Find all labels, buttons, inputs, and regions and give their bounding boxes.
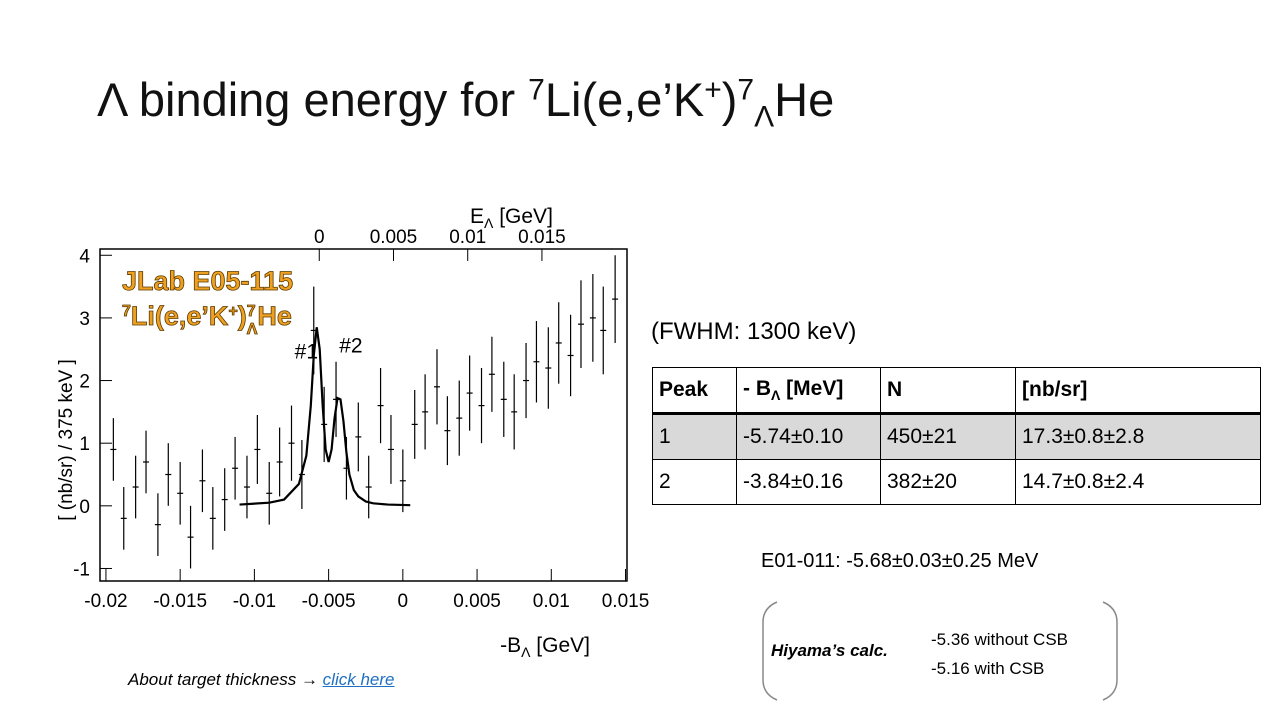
- overlay-sub: Λ: [247, 321, 258, 338]
- header-sub: Λ: [771, 387, 781, 404]
- title-text: ): [721, 73, 738, 126]
- y-tick-label: 1: [79, 434, 90, 455]
- x2-axis-label: EΛ [GeV]: [470, 205, 553, 231]
- overlay-line: JLab E05-115: [122, 266, 293, 296]
- label-sub: Λ: [521, 644, 531, 660]
- table-cell: 450±21: [880, 413, 1016, 460]
- fit-curve: [239, 327, 411, 507]
- overlay: JLab E05-115 7Li(e,e’K+)7 ΛHe: [122, 266, 294, 339]
- y-tick-label: 4: [79, 246, 90, 267]
- x-tick-label: 0.015: [602, 591, 650, 612]
- label-sub: Λ: [484, 215, 494, 231]
- label-part: [GeV]: [530, 634, 590, 657]
- table-row: 1 -5.74±0.10 450±21 17.3±0.8±2.8: [652, 413, 1261, 460]
- x-tick-label: -0.02: [84, 591, 127, 612]
- x-tick-label: 0: [398, 591, 409, 612]
- table-cell: 2: [652, 459, 737, 505]
- y-axis-label: [ (nb/sr) / 375 keV ]: [56, 359, 77, 521]
- header-cell: [nb/sr]: [1015, 367, 1261, 415]
- bracket-left: [762, 601, 778, 701]
- hiyama-label: Hiyama’s calc.: [771, 641, 888, 660]
- table-row: 2 -3.84±0.16 382±20 14.7±0.8±2.4: [652, 459, 1261, 505]
- plot-frame: [99, 248, 628, 582]
- x2-tick-label: 0.005: [370, 227, 418, 248]
- overlay-part: He: [257, 301, 292, 331]
- footer-arrow: →: [300, 670, 318, 689]
- x-tick-label: 0.005: [453, 591, 501, 612]
- e01-result: E01-011: -5.68±0.03±0.25 MeV: [761, 550, 1039, 572]
- result-table: Peak - BΛ [MeV] N [nb/sr] 1 -5.74±0.10 450…: [652, 367, 1261, 505]
- overlay-part: Li(e,e’K: [131, 301, 229, 331]
- chart: -BΛ [GeV] EΛ [GeV] [ (nb/sr) / 375 keV ]…: [56, 205, 650, 660]
- y-tick-label: 2: [79, 372, 90, 393]
- overlay-sup: 7: [122, 303, 131, 320]
- overlay-line: 7Li(e,e’K+)7 ΛHe: [122, 301, 292, 338]
- x-tick-label: -0.005: [302, 591, 356, 612]
- x-tick-label: 0.01: [533, 591, 570, 612]
- table-cell: 14.7±0.8±2.4: [1015, 459, 1261, 505]
- label-part: [GeV]: [493, 205, 553, 228]
- title-sup: 7: [528, 73, 545, 107]
- link[interactable]: click here: [322, 670, 395, 689]
- table-cell: 382±20: [880, 459, 1016, 505]
- table-cell: -3.84±0.16: [736, 459, 881, 505]
- label-part: E: [470, 205, 484, 228]
- peak-label: #2: [339, 334, 362, 357]
- header-part: [MeV]: [780, 376, 844, 400]
- peak-label: #1: [295, 341, 318, 364]
- overlay-sup: +: [228, 303, 237, 320]
- header-cell: - BΛ [MeV]: [736, 367, 881, 415]
- label-part: -B: [500, 634, 521, 657]
- x-axis-label: -BΛ [GeV]: [500, 634, 590, 660]
- slide-title: Λ binding energy for 7Li(e,e’K+)7ΛHe: [97, 72, 834, 134]
- header-part: - B: [743, 376, 771, 400]
- footer: About target thickness → click here: [128, 670, 394, 690]
- x2-tick-label: 0.01: [449, 227, 486, 248]
- fwhm: (FWHM: 1300 keV): [651, 318, 857, 345]
- overlay-part: ): [238, 301, 247, 331]
- title-sup: +: [704, 73, 722, 107]
- overlay-sup: 7: [247, 303, 256, 320]
- y-tick-label: -1: [73, 559, 90, 580]
- header-cell: N: [880, 367, 1016, 415]
- bracket-right: [1102, 601, 1118, 701]
- header-row: Peak - BΛ [MeV] N [nb/sr]: [652, 367, 1261, 415]
- x-tick-label: -0.015: [153, 591, 207, 612]
- y-tick-label: 3: [79, 309, 90, 330]
- table-cell: -5.74±0.10: [736, 413, 881, 460]
- table-cell: 1: [652, 413, 737, 460]
- hiyama-values: -5.36 without CSB -5.16 with CSB: [931, 625, 1068, 683]
- title-sub: Λ: [754, 100, 775, 134]
- title-text: Λ binding energy for: [97, 73, 529, 126]
- bracket: [762, 601, 1118, 701]
- header-cell: Peak: [652, 367, 737, 415]
- x2-tick-label: 0.015: [518, 227, 566, 248]
- y-tick-label: 0: [79, 497, 90, 518]
- x-tick-label: -0.01: [233, 591, 276, 612]
- title-text: Li(e,e’K: [544, 73, 705, 126]
- footer-text: About target thickness: [128, 670, 301, 689]
- hiyama-line: -5.16 with CSB: [931, 659, 1045, 678]
- hiyama-line: -5.36 without CSB: [931, 630, 1069, 649]
- title-text: He: [774, 73, 835, 126]
- x2-tick-label: 0: [314, 227, 325, 248]
- table-cell: 17.3±0.8±2.8: [1015, 413, 1261, 460]
- title-sup: 7: [737, 73, 755, 107]
